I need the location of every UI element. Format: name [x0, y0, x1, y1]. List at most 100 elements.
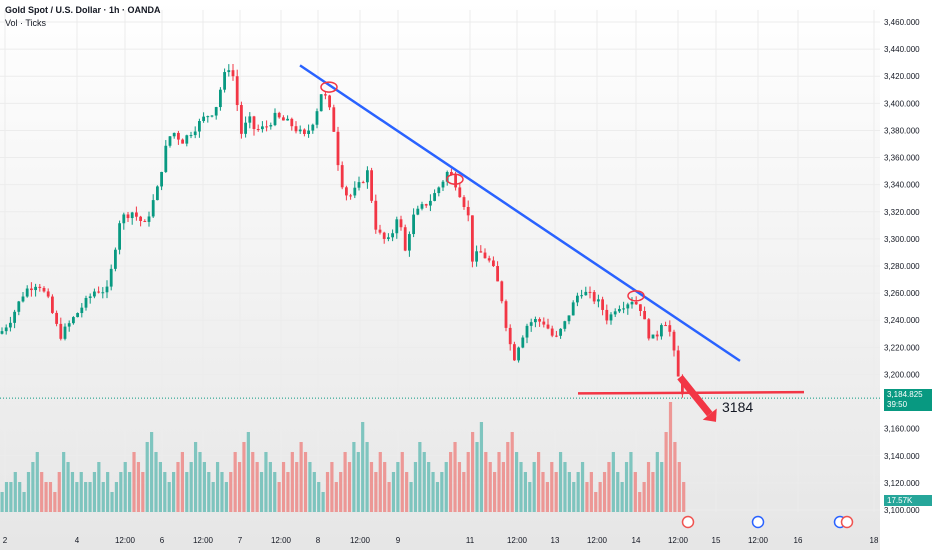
volume-bar [435, 482, 440, 512]
x-tick-label: 12:00 [507, 536, 528, 545]
volume-bar [40, 472, 44, 512]
candle-body [17, 301, 21, 312]
projection-arrow-head [702, 408, 717, 422]
candle-body [340, 165, 344, 188]
candle-body [655, 334, 659, 337]
candle-body [324, 94, 327, 96]
candle-body [643, 311, 646, 320]
volume-bar [523, 472, 527, 512]
candle-body [416, 208, 420, 215]
volume-bar [541, 472, 545, 512]
y-tick-label: 3,260.000 [884, 289, 920, 298]
candle-body [672, 331, 676, 351]
volume-bar [387, 482, 391, 512]
candle-body [576, 295, 579, 303]
candle-body [273, 112, 277, 126]
volume-bar [185, 472, 189, 512]
x-tick-label: 18 [870, 536, 879, 545]
candle-body [265, 126, 268, 128]
candle-body [349, 195, 352, 197]
volume-bar [616, 472, 620, 512]
candle-body [286, 118, 289, 121]
candle-body [59, 323, 63, 339]
candle-body [475, 251, 478, 262]
volume-bar [400, 452, 404, 512]
candle-body [185, 135, 189, 144]
volume-bar [321, 492, 325, 512]
volume-bar [114, 482, 119, 512]
x-tick-label: 12:00 [748, 536, 769, 545]
y-tick-label: 3,320.000 [884, 208, 920, 217]
candle-body [13, 311, 16, 323]
candle-body [420, 204, 424, 209]
volume-bar [405, 472, 409, 512]
candle-body [487, 258, 491, 261]
volume-bar [668, 402, 673, 512]
x-tick-label: 8 [316, 536, 321, 545]
volume-bar [563, 462, 567, 512]
volume-bar [449, 452, 453, 512]
volume-bar [237, 462, 242, 512]
candle-body [496, 266, 499, 282]
volume-bar [242, 442, 246, 512]
candle-body [198, 121, 201, 132]
x-tick-label: 2 [3, 536, 8, 545]
volume-bar [497, 452, 501, 512]
candle-body [294, 126, 298, 132]
candle-body [601, 299, 604, 310]
volume-bar [576, 472, 580, 512]
candle-body [227, 70, 231, 73]
candle-body [303, 129, 306, 134]
volume-bar [308, 462, 312, 512]
volume-bar [462, 472, 466, 512]
candle-body [618, 308, 621, 312]
candle-body [202, 116, 205, 122]
candle-body [563, 321, 567, 329]
x-tick-label: 12:00 [350, 536, 371, 545]
candle-body [181, 139, 184, 144]
economic-event-icon [751, 515, 765, 529]
volume-bar [484, 452, 488, 512]
volume-bar [427, 462, 431, 512]
volume-bar [198, 452, 202, 512]
candle-body [550, 328, 554, 336]
volume-bar [493, 472, 497, 512]
volume-bar [629, 452, 633, 512]
candle-body [290, 118, 294, 127]
volume-bar [607, 462, 611, 512]
candle-body [76, 313, 79, 318]
volume-bar [655, 452, 659, 512]
candle-body [521, 337, 525, 348]
volume-bar [431, 472, 435, 512]
candle-body [319, 94, 323, 112]
candle-body [193, 131, 197, 136]
volume-bar [602, 472, 607, 512]
volume-bar [506, 442, 510, 512]
candle-body [0, 331, 4, 334]
candle-body [534, 319, 537, 323]
candle-body [4, 327, 8, 332]
candle-body [252, 116, 256, 129]
volume-bar [286, 472, 290, 512]
x-tick-label: 12:00 [271, 536, 292, 545]
y-tick-label: 3,460.000 [884, 18, 920, 27]
candle-body [135, 212, 138, 217]
volume-bar [365, 442, 369, 512]
volume-bar [646, 462, 651, 512]
volume-bar [299, 442, 303, 512]
volume-bar [312, 472, 316, 512]
candle-body [399, 219, 403, 228]
volume-bar [224, 482, 228, 512]
x-tick-label: 9 [396, 536, 401, 545]
candle-body [437, 187, 441, 194]
candle-body [97, 291, 100, 293]
candle-body [391, 233, 394, 238]
candle-body [206, 116, 210, 118]
volume-bar [664, 432, 668, 512]
candle-body [156, 186, 159, 201]
candle-body [109, 268, 113, 287]
candle-body [21, 296, 25, 302]
volume-bar [295, 462, 299, 512]
